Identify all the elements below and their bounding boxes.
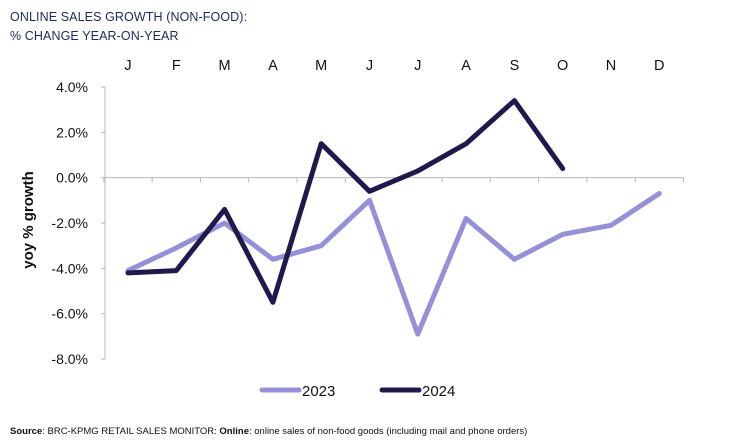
x-tick-label: J bbox=[414, 58, 421, 74]
series-lines bbox=[125, 98, 662, 337]
y-axis-label: yoy % growth bbox=[20, 171, 37, 269]
y-tick-label: 4.0% bbox=[56, 79, 88, 95]
y-tick-label: 2.0% bbox=[56, 124, 88, 140]
x-tick-label: O bbox=[557, 58, 568, 74]
y-tick-label: -2.0% bbox=[51, 215, 88, 231]
x-tick-label: D bbox=[654, 58, 664, 74]
x-tick-label: J bbox=[366, 58, 373, 74]
x-tick-label: A bbox=[268, 58, 278, 74]
source-text-2: : online sales of non-food goods (includ… bbox=[248, 426, 528, 437]
series-line-2023 bbox=[125, 191, 662, 337]
source-note: Source: BRC-KPMG RETAIL SALES MONITOR: O… bbox=[10, 426, 527, 437]
series-line-2024 bbox=[125, 98, 566, 305]
chart-title: ONLINE SALES GROWTH (NON-FOOD): % CHANGE… bbox=[10, 8, 247, 46]
y-tick-label: 0.0% bbox=[56, 170, 88, 186]
chart-title-line-1: ONLINE SALES GROWTH (NON-FOOD): bbox=[10, 10, 248, 24]
legend: 2023 2024 bbox=[259, 383, 455, 400]
x-tick-label: S bbox=[510, 58, 520, 74]
legend-label-2024: 2024 bbox=[422, 383, 455, 400]
x-tick-label: M bbox=[219, 58, 231, 74]
legend-label-2023: 2023 bbox=[302, 383, 335, 400]
x-tick-label: N bbox=[606, 58, 616, 74]
source-label: Source bbox=[10, 426, 43, 437]
source-bold: Online bbox=[219, 426, 249, 437]
x-tick-label: F bbox=[172, 58, 181, 74]
x-tick-label: A bbox=[461, 58, 471, 74]
y-tick-label: -8.0% bbox=[51, 351, 88, 367]
axes: 4.0% 2.0% 0.0% -2.0% -4.0% -6.0% -8.0% J F M A M J J A… bbox=[20, 58, 684, 367]
y-tick-label: -4.0% bbox=[51, 260, 88, 276]
line-chart: 4.0% 2.0% 0.0% -2.0% -4.0% -6.0% -8.0% J F M A M J J A… bbox=[20, 58, 684, 400]
y-tick-label: -6.0% bbox=[51, 306, 88, 322]
x-tick-label: M bbox=[315, 58, 327, 74]
chart-title-line-2: % CHANGE YEAR-ON-YEAR bbox=[10, 29, 179, 43]
x-tick-label: J bbox=[124, 58, 131, 74]
source-text-1: : BRC-KPMG RETAIL SALES MONITOR: bbox=[42, 426, 220, 437]
